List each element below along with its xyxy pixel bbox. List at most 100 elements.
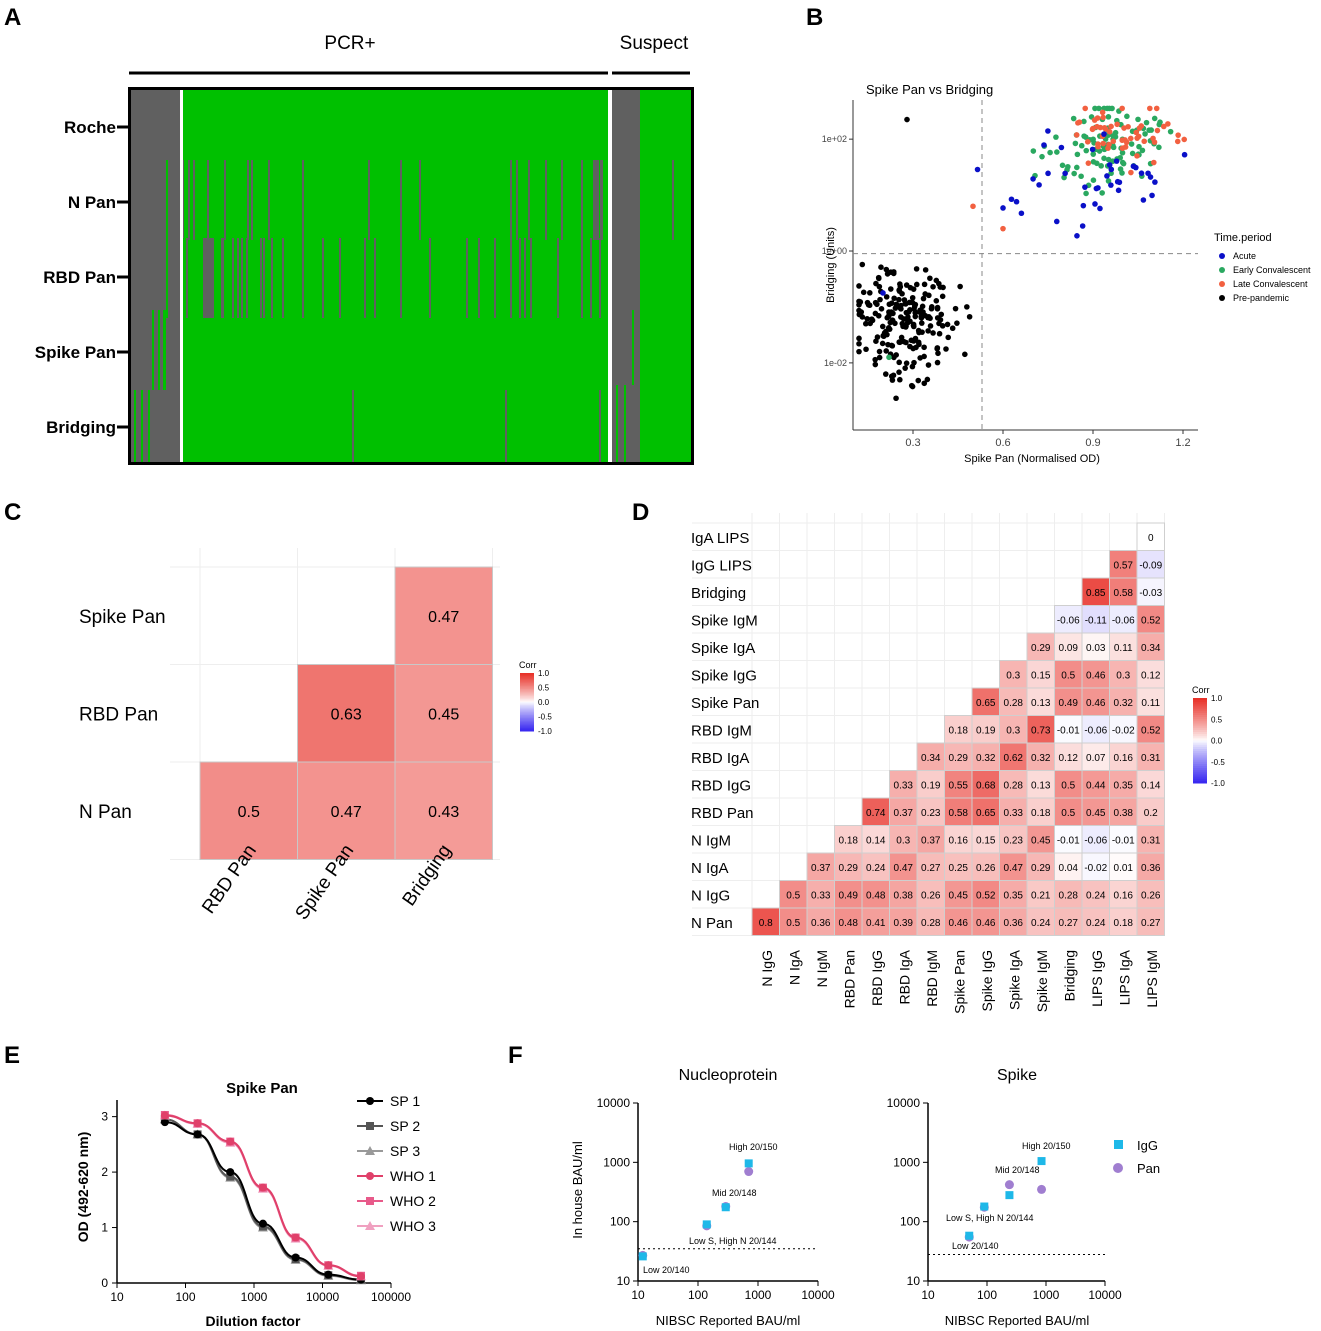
column-label: Spike Pan	[951, 950, 967, 1014]
data-point-prepandemic	[918, 320, 925, 326]
data-point-late	[1084, 139, 1091, 145]
standard-label: Low 20/140	[952, 1241, 999, 1251]
corr-value: 0.32	[976, 753, 996, 764]
data-point-early	[1119, 149, 1126, 156]
corr-cell	[1081, 742, 1110, 771]
data-point-prepandemic	[903, 323, 909, 329]
legend-gradient-step	[1193, 732, 1207, 735]
corr-value: 0.09	[1059, 643, 1079, 654]
corr-value: -0.02	[1112, 725, 1135, 736]
legend-gradient-step	[520, 690, 534, 693]
data-point-early	[1112, 134, 1119, 140]
corr-cell	[1109, 907, 1138, 936]
data-point-acute	[1036, 182, 1042, 188]
legend-tick-label: -0.5	[538, 713, 552, 722]
data-point-acute	[1053, 218, 1060, 225]
x-tick-label: 10	[921, 1288, 935, 1302]
data-point-prepandemic	[896, 296, 902, 303]
standard-label: Mid 20/148	[712, 1188, 757, 1198]
corr-value: 0.65	[976, 698, 996, 709]
corr-value: 0.45	[1086, 808, 1106, 819]
data-point-prepandemic	[875, 312, 882, 319]
data-point-late	[1073, 132, 1080, 138]
data-point-early	[1083, 147, 1090, 154]
legend-gradient-step	[1193, 698, 1207, 701]
corr-cell	[1054, 852, 1083, 881]
corr-value: 0.24	[1086, 890, 1106, 901]
data-point-early	[1070, 115, 1077, 122]
corr-value: 0.73	[1031, 725, 1051, 736]
data-point-acute	[1104, 173, 1110, 179]
data-point-prepandemic	[897, 339, 903, 346]
x-tick-label: 100	[977, 1288, 997, 1302]
negative-result-cell	[172, 160, 175, 240]
row-label: RBD Pan	[691, 805, 754, 822]
column-label: LIPS IgG	[1089, 950, 1105, 1007]
corr-value: 0.16	[949, 835, 969, 846]
legend-gradient-step	[520, 710, 534, 713]
data-point-acute	[1092, 201, 1098, 207]
corr-cell	[1081, 605, 1110, 634]
corr-cell	[1026, 907, 1055, 936]
corr-value: 0.21	[1031, 890, 1051, 901]
data-point	[193, 1119, 202, 1128]
legend-gradient-step	[520, 684, 534, 687]
corr-cell	[944, 715, 973, 744]
data-point-early	[1101, 155, 1107, 162]
series-line	[164, 1118, 361, 1282]
legend-gradient-step	[520, 674, 534, 677]
negative-result-cell	[203, 238, 214, 318]
negative-result-cell	[494, 238, 496, 318]
x-tick-label: 0.9	[1085, 437, 1100, 449]
corr-value: 0.15	[1031, 670, 1051, 681]
corr-value: 0.29	[1031, 863, 1051, 874]
data-point-prepandemic	[859, 261, 866, 268]
corr-value: 0.48	[866, 890, 886, 901]
legend-gradient-step	[1193, 766, 1207, 769]
legend-gradient-step	[1193, 710, 1207, 714]
legend-tick-label: 0.5	[538, 684, 550, 693]
corr-cell	[889, 852, 918, 881]
positive-result-cell	[134, 390, 136, 462]
corr-cell	[889, 825, 918, 854]
data-point-prepandemic	[889, 317, 896, 324]
corr-value: 0.26	[921, 890, 941, 901]
legend-gradient-step	[1193, 717, 1207, 720]
legend-gradient-step	[520, 717, 534, 720]
legend-marker	[1219, 253, 1225, 259]
column-label: Bridging	[1061, 950, 1077, 1001]
corr-value: -0.06	[1084, 835, 1107, 846]
data-point-prepandemic	[877, 296, 883, 303]
corr-value: 0.38	[894, 890, 914, 901]
legend-tick-label: 1.0	[538, 669, 550, 678]
legend-gradient-step	[1193, 768, 1207, 771]
corr-value: 0.5	[1061, 670, 1075, 681]
x-tick-label: 10000	[801, 1288, 835, 1302]
corr-value: 0.3	[1006, 670, 1020, 681]
legend-gradient-step	[1193, 770, 1207, 773]
corr-value: 0.45	[1031, 835, 1051, 846]
legend-tick-label: -0.5	[1211, 758, 1225, 767]
data-point-acute	[1113, 158, 1120, 164]
plot-title: Spike Pan	[226, 1080, 298, 1097]
legend-gradient-step	[520, 726, 534, 729]
legend-gradient-step	[520, 704, 534, 707]
legend-label: WHO 2	[390, 1193, 436, 1209]
data-point-acute	[1108, 182, 1114, 188]
data-point-prepandemic	[964, 304, 970, 310]
data-point-prepandemic	[869, 317, 876, 324]
data-point-prepandemic	[896, 359, 902, 366]
data-point-prepandemic	[945, 334, 952, 341]
data-point-prepandemic	[879, 323, 886, 330]
panel-letter-f: F	[508, 1042, 523, 1069]
corr-value: 0.45	[428, 706, 459, 723]
data-point-prepandemic	[886, 309, 892, 315]
data-point-prepandemic	[891, 295, 897, 302]
legend-marker	[1219, 281, 1225, 287]
corr-value: 0.63	[331, 706, 362, 723]
data-point-late	[1174, 138, 1181, 145]
corr-cell	[1109, 770, 1138, 799]
legend-tick-label: -1.0	[538, 727, 552, 736]
row-label: Spike IgA	[691, 640, 755, 657]
row-label: N IgG	[691, 887, 730, 904]
